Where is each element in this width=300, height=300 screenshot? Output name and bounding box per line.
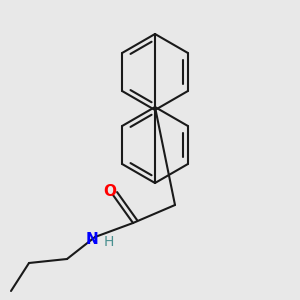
Text: N: N [85,232,98,247]
Text: H: H [104,235,114,249]
Text: O: O [103,184,116,199]
